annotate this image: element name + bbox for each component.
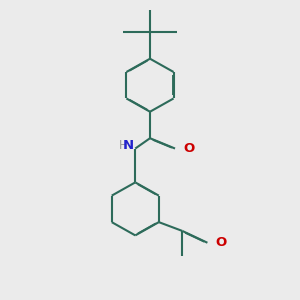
Text: O: O: [216, 236, 227, 249]
Text: H: H: [119, 139, 128, 152]
Text: N: N: [123, 139, 134, 152]
Text: O: O: [183, 142, 194, 155]
